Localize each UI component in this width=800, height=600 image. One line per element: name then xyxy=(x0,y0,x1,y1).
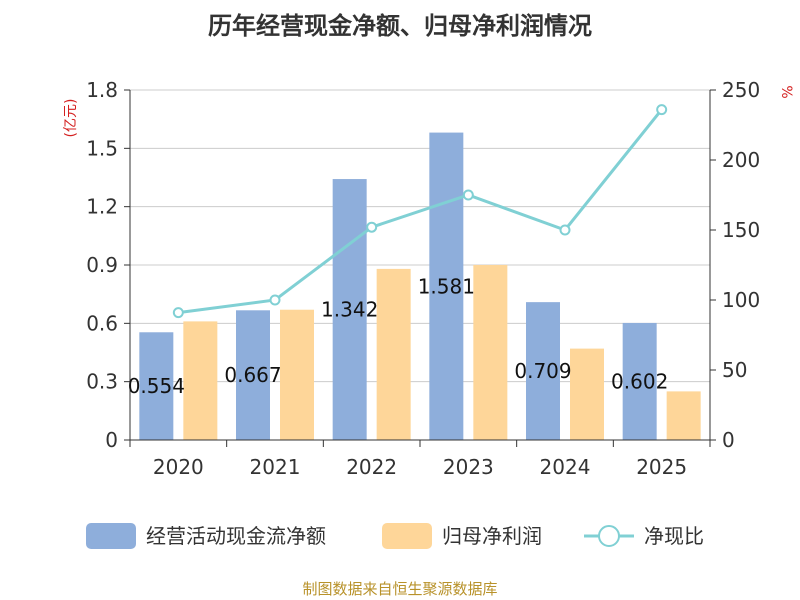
bar-cashflow xyxy=(526,302,560,440)
data-label: 0.554 xyxy=(128,374,185,398)
y-right-tick-label: 250 xyxy=(722,78,760,102)
ratio-point xyxy=(462,189,474,201)
legend-marker-ratio xyxy=(598,525,620,547)
y-left-tick-label: 0.3 xyxy=(86,370,118,394)
bar-cashflow xyxy=(139,332,174,440)
bar-netprofit xyxy=(376,268,411,440)
grid-lines xyxy=(130,89,710,383)
y-left-tick-label: 0.9 xyxy=(86,253,118,277)
y-right-tick-label: 200 xyxy=(722,148,760,172)
ratio-point xyxy=(269,294,281,306)
y-left-tick-label: 0.6 xyxy=(86,311,118,335)
data-label: 0.602 xyxy=(611,369,668,393)
bar-netprofit xyxy=(473,265,508,440)
y-left-tick-label: 1.5 xyxy=(86,136,118,160)
bar-cashflow xyxy=(429,132,464,441)
legend-swatch-netprofit xyxy=(382,523,432,549)
ratio-point xyxy=(656,104,668,116)
legend-label: 净现比 xyxy=(644,524,704,548)
legend-swatch-cashflow xyxy=(86,523,136,549)
x-tick-label: 2023 xyxy=(443,455,494,479)
bar-netprofit xyxy=(183,321,218,440)
axes: 0 0.3 0.6 0.9 1.2 1.5 1.8 0 50 100 150 200 250 (亿元)% 2… xyxy=(63,78,794,479)
bar-cashflow xyxy=(622,322,657,440)
y-left-axis-label: (亿元) xyxy=(63,99,79,138)
y-left-tick-label: 0 xyxy=(105,428,118,452)
bar-cashflow xyxy=(332,179,367,441)
bar-netprofit xyxy=(280,309,314,440)
data-label: 1.581 xyxy=(418,274,475,298)
x-tick-label: 2021 xyxy=(250,455,301,479)
y-right-tick-label: 50 xyxy=(722,358,747,382)
x-tick-label: 2025 xyxy=(636,455,687,479)
legend-label: 经营活动现金流净额 xyxy=(146,524,326,548)
x-tick-label: 2024 xyxy=(540,455,591,479)
chart-title: 历年经营现金净额、归母净利润情况 xyxy=(208,12,592,40)
y-right-tick-label: 100 xyxy=(722,288,760,312)
legend-label: 归母净利润 xyxy=(442,524,542,548)
y-left-tick-label: 1.2 xyxy=(86,195,118,219)
ratio-line xyxy=(178,108,663,315)
ratio-point xyxy=(366,221,378,233)
y-left-tick-label: 1.8 xyxy=(86,78,118,102)
x-tick-label: 2020 xyxy=(153,455,204,479)
y-right-tick-label: 0 xyxy=(722,428,735,452)
y-right-tick-label: 150 xyxy=(722,218,760,242)
x-tick-label: 2022 xyxy=(346,455,397,479)
data-labels: 0.554 0.667 1.342 1.581 0.709 0.602 xyxy=(128,274,669,398)
y-right-axis-label: % xyxy=(778,85,794,98)
data-label: 0.667 xyxy=(224,363,281,387)
ratio-point xyxy=(559,224,571,236)
legend: 经营活动现金流净额 归母净利润 净现比 xyxy=(86,523,704,549)
data-label: 1.342 xyxy=(321,298,378,322)
ratio-point xyxy=(172,307,184,319)
bar-netprofit xyxy=(666,391,701,440)
bar-series xyxy=(139,132,701,441)
data-label: 0.709 xyxy=(514,359,571,383)
line-series xyxy=(172,104,668,319)
bar-cashflow xyxy=(236,310,270,440)
bar-netprofit xyxy=(570,348,604,440)
source-note: 制图数据来自恒生聚源数据库 xyxy=(302,580,498,598)
